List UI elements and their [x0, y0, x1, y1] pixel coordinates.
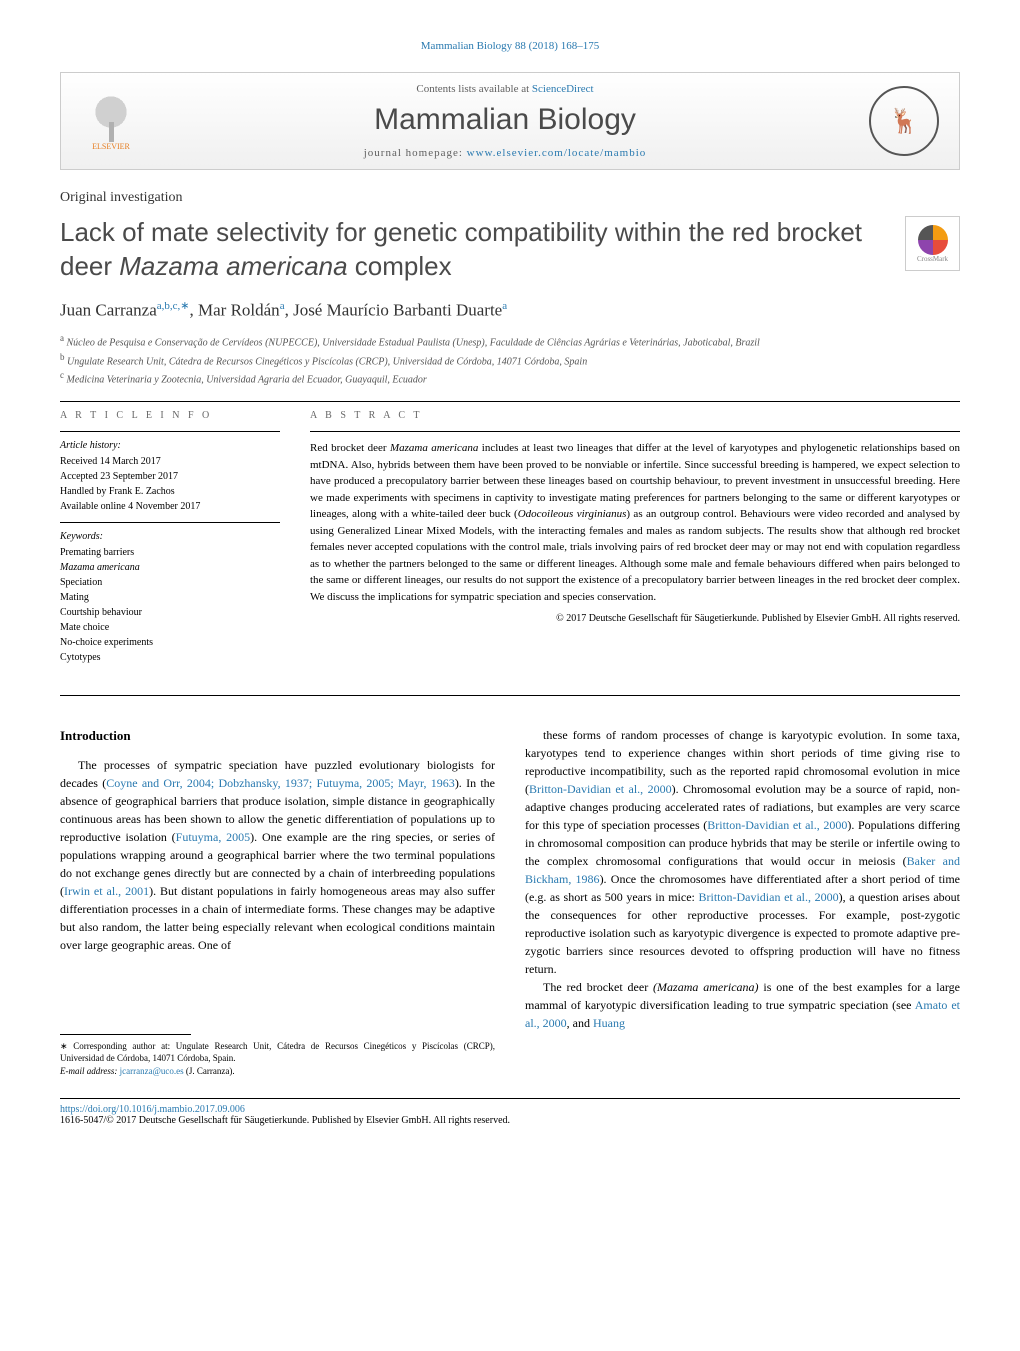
intro-text-right: these forms of random processes of chang…	[525, 726, 960, 1032]
homepage-line: journal homepage: www.elsevier.com/locat…	[141, 147, 869, 159]
affiliation-b: b Ungulate Research Unit, Cátedra de Rec…	[60, 351, 960, 369]
doi-link[interactable]: https://doi.org/10.1016/j.mambio.2017.09…	[60, 1104, 245, 1115]
body-columns: Introduction The processes of sympatric …	[60, 726, 960, 1077]
homepage-prefix: journal homepage:	[364, 147, 467, 159]
email-line: E-mail address: jcarranza@uco.es (J. Car…	[60, 1065, 495, 1078]
elsevier-tree-icon	[86, 92, 136, 142]
footer-block: https://doi.org/10.1016/j.mambio.2017.09…	[60, 1098, 960, 1126]
intro-heading: Introduction	[60, 726, 495, 746]
rule-abstract	[310, 431, 960, 432]
banner-center: Contents lists available at ScienceDirec…	[141, 83, 869, 159]
affiliations: a Núcleo de Pesquisa e Conservação de Ce…	[60, 332, 960, 387]
history-label: Article history:	[60, 440, 280, 451]
keyword: Speciation	[60, 575, 280, 590]
keyword: Mating	[60, 590, 280, 605]
sciencedirect-link[interactable]: ScienceDirect	[532, 83, 594, 95]
article-page: Mammalian Biology 88 (2018) 168–175 ELSE…	[0, 0, 1020, 1166]
authors: Juan Carranzaa,b,c,∗, Mar Roldána, José …	[60, 299, 960, 321]
article-title: Lack of mate selectivity for genetic com…	[60, 216, 885, 284]
abstract-text: Red brocket deer Mazama americana includ…	[310, 440, 960, 605]
email-suffix: (J. Carranza).	[184, 1066, 235, 1076]
keyword: Mazama americana	[60, 560, 280, 575]
email-link[interactable]: jcarranza@uco.es	[120, 1066, 184, 1076]
deer-icon: 🦌	[889, 107, 919, 136]
keyword: Premating barriers	[60, 545, 280, 560]
abstract-column: a b s t r a c t Red brocket deer Mazama …	[310, 410, 960, 665]
homepage-link[interactable]: www.elsevier.com/locate/mambio	[467, 147, 647, 159]
history-line: Accepted 23 September 2017	[60, 469, 280, 484]
keyword: Mate choice	[60, 620, 280, 635]
keyword: Cytotypes	[60, 650, 280, 665]
running-header-link[interactable]: Mammalian Biology 88 (2018) 168–175	[421, 40, 599, 52]
info-abstract-row: a r t i c l e i n f o Article history: R…	[60, 410, 960, 665]
email-label: E-mail address:	[60, 1066, 120, 1076]
publisher-label: ELSEVIER	[92, 142, 130, 151]
contents-prefix: Contents lists available at	[416, 83, 531, 95]
article-info: a r t i c l e i n f o Article history: R…	[60, 410, 280, 665]
journal-name: Mammalian Biology	[141, 103, 869, 137]
rule-bottom	[60, 695, 960, 696]
crossmark-icon	[918, 225, 948, 255]
history-lines: Received 14 March 2017 Accepted 23 Septe…	[60, 454, 280, 514]
history-line: Available online 4 November 2017	[60, 499, 280, 514]
contents-line: Contents lists available at ScienceDirec…	[141, 83, 869, 95]
crossmark-badge[interactable]: CrossMark	[905, 216, 960, 271]
banner-left: ELSEVIER	[81, 86, 141, 156]
rule-info-1	[60, 431, 280, 432]
info-heading: a r t i c l e i n f o	[60, 410, 280, 421]
rule-info-2	[60, 522, 280, 523]
crossmark-label: CrossMark	[917, 255, 948, 263]
rule-top	[60, 401, 960, 402]
body-column-right: these forms of random processes of chang…	[525, 726, 960, 1077]
keyword: Courtship behaviour	[60, 605, 280, 620]
affiliation-c: c Medicina Veterinaria y Zootecnia, Univ…	[60, 369, 960, 387]
history-line: Handled by Frank E. Zachos	[60, 484, 280, 499]
corresponding-author: ∗ Corresponding author at: Ungulate Rese…	[60, 1040, 495, 1065]
history-line: Received 14 March 2017	[60, 454, 280, 469]
affiliation-a: a Núcleo de Pesquisa e Conservação de Ce…	[60, 332, 960, 350]
title-row: Lack of mate selectivity for genetic com…	[60, 216, 960, 299]
abstract-copyright: © 2017 Deutsche Gesellschaft für Säugeti…	[310, 613, 960, 624]
article-type: Original investigation	[60, 190, 960, 206]
keyword: No-choice experiments	[60, 635, 280, 650]
journal-banner: ELSEVIER Contents lists available at Sci…	[60, 72, 960, 170]
abstract-heading: a b s t r a c t	[310, 410, 960, 421]
issn-line: 1616-5047/© 2017 Deutsche Gesellschaft f…	[60, 1115, 960, 1126]
society-logo: 🦌	[869, 86, 939, 156]
body-column-left: Introduction The processes of sympatric …	[60, 726, 495, 1077]
keywords-label: Keywords:	[60, 531, 280, 542]
keywords-list: Premating barriers Mazama americana Spec…	[60, 545, 280, 665]
footnote-rule	[60, 1034, 191, 1035]
elsevier-logo[interactable]: ELSEVIER	[81, 86, 141, 156]
intro-text-left: The processes of sympatric speciation ha…	[60, 756, 495, 954]
running-header: Mammalian Biology 88 (2018) 168–175	[60, 40, 960, 52]
